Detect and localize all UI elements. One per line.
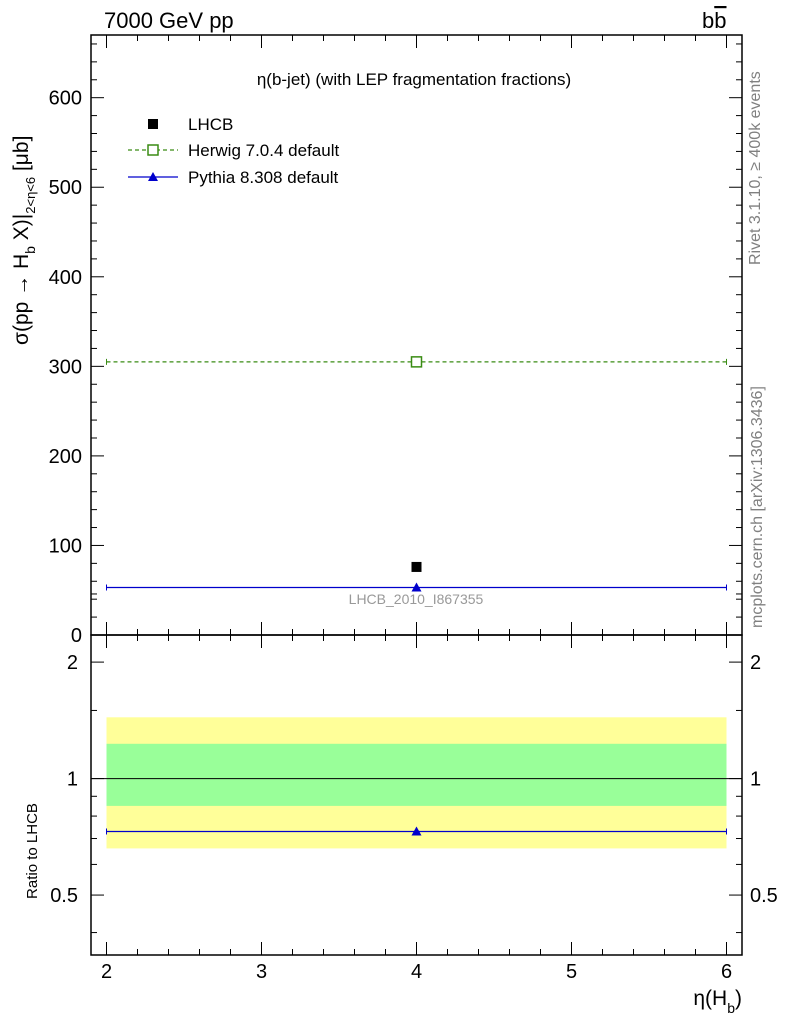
legend-marker-pythia-8-308-default [148, 172, 158, 181]
y-tick-label: 100 [49, 535, 82, 557]
header-left: 7000 GeV pp [104, 8, 234, 33]
ratio-tick-label: 1 [67, 769, 78, 791]
x-tick-label: 4 [411, 961, 422, 983]
chart-title: η(b-jet) (with LEP fragmentation fractio… [257, 70, 571, 89]
x-tick-label: 3 [256, 961, 267, 983]
y-tick-label: 600 [49, 88, 82, 110]
ratio-y-axis-label: Ratio to LHCB [24, 803, 41, 899]
x-tick-label: 6 [721, 961, 732, 983]
legend-marker-herwig-7-0-4-default [147, 144, 159, 156]
pythia-8-308-default-point [411, 582, 422, 592]
ratio-band-green [106, 743, 727, 806]
pythia-8-308-default-ratio-point [411, 826, 422, 836]
analysis-label: LHCB_2010_I867355 [349, 591, 484, 607]
x-axis-label: η(Hb) [693, 987, 742, 1016]
ratio-tick-label-right: 1 [750, 769, 761, 791]
legend-marker-lhcb [148, 119, 158, 129]
y-tick-label: 400 [49, 267, 82, 289]
legend-label-pythia-8-308-default: Pythia 8.308 default [188, 168, 339, 187]
ratio-tick-label-right: 2 [750, 652, 761, 674]
header-right: bb [702, 8, 727, 33]
mcplots-label: mcplots.cern.ch [arXiv:1306.3436] [749, 386, 766, 628]
legend-label-lhcb: LHCB [188, 115, 233, 134]
legend-label-herwig-7-0-4-default: Herwig 7.0.4 default [188, 141, 339, 160]
x-tick-label: 2 [101, 961, 112, 983]
y-tick-label: 300 [49, 356, 82, 378]
ratio-tick-label: 0.5 [50, 885, 78, 907]
herwig-7-0-4-default-point [410, 356, 423, 368]
y-tick-label: 500 [49, 177, 82, 199]
rivet-label: Rivet 3.1.10, ≥ 400k events [747, 71, 764, 265]
y-tick-label: 0 [71, 625, 82, 647]
ratio-tick-label-right: 0.5 [750, 885, 778, 907]
lhcb-point [411, 561, 422, 572]
legend: LHCB Herwig 7.0.4 default Pythia 8.308 def… [128, 115, 339, 187]
y-tick-label: 200 [49, 446, 82, 468]
header-right-bar: b [714, 8, 726, 33]
x-tick-label: 5 [566, 961, 577, 983]
ratio-tick-label: 2 [67, 652, 78, 674]
y-axis-label: σ(pp → Hb X)|2<η<6 [μb] [10, 136, 38, 345]
